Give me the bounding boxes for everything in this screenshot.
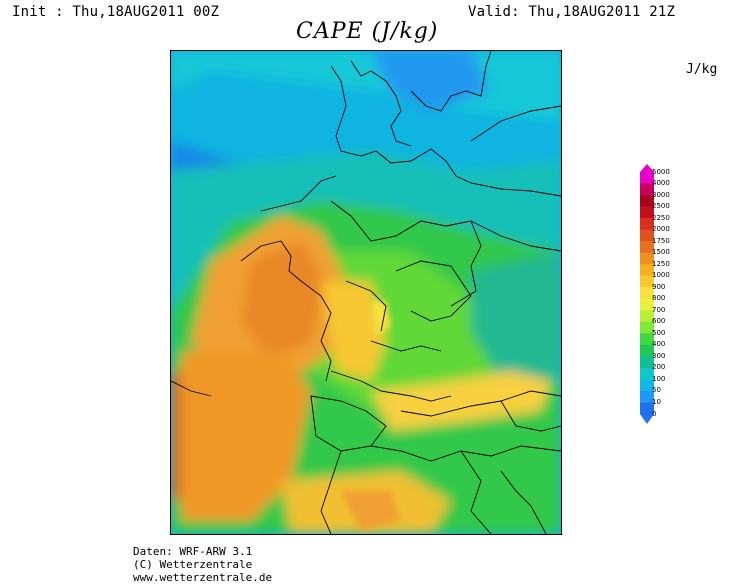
map-title: CAPE (J/kg) xyxy=(296,19,439,44)
credits-copyright: (C) Wetterzentrale xyxy=(133,558,253,571)
coast-adriatic xyxy=(500,470,547,534)
colorbar-segment xyxy=(640,379,654,392)
colorbar-segment xyxy=(640,287,654,300)
credits-data-source: Daten: WRF-ARW 3.1 xyxy=(133,545,253,558)
colorbar-tick-label: 300 xyxy=(652,351,666,360)
borders xyxy=(171,51,561,534)
cape-map xyxy=(170,50,562,535)
colorbar-segment xyxy=(640,218,654,230)
colorbar-segment xyxy=(640,402,654,415)
colorbar-tick-label: 700 xyxy=(652,305,666,314)
border-germany-east xyxy=(450,220,482,307)
colorbar-segment xyxy=(640,241,654,253)
border-poland xyxy=(470,220,561,252)
field-orange-southwest xyxy=(181,351,311,521)
colorbar-tick-label: 400 xyxy=(652,340,666,349)
coast-sweden xyxy=(410,51,492,112)
colorbar-tick-label: 2500 xyxy=(652,202,670,211)
colorbar-tick-label: 600 xyxy=(652,317,666,326)
colorbar-tick-label: 2000 xyxy=(652,225,670,234)
colorbar-segment xyxy=(640,195,654,207)
colorbar-tick-label: 1500 xyxy=(652,248,670,257)
colorbar-segment xyxy=(640,321,654,334)
coast-netherlands xyxy=(260,175,337,212)
colorbar-tick-label: 800 xyxy=(652,294,666,303)
colorbar-tick-label: 1750 xyxy=(652,236,670,245)
colorbar-bottom-cap xyxy=(640,414,654,424)
colorbar-top-cap xyxy=(640,164,654,172)
field-yellow-central xyxy=(321,281,386,381)
border-italy xyxy=(320,450,342,534)
colorbar-segment xyxy=(640,252,654,265)
border-switzerland xyxy=(310,395,387,452)
coast-north xyxy=(330,65,561,197)
border-germany-north xyxy=(330,200,472,242)
field-blue-northeast xyxy=(371,51,491,111)
credits-website: www.wetterzentrale.de xyxy=(133,571,273,584)
valid-time: Valid: Thu,18AUG2011 21Z xyxy=(468,4,676,20)
colorbar-segment xyxy=(640,172,654,184)
colorbar-tick-label: 1250 xyxy=(652,259,670,268)
field-orange-blob xyxy=(341,491,401,531)
border-austria xyxy=(400,390,561,417)
border-france-germany xyxy=(300,280,332,382)
colorbar-segment xyxy=(640,310,654,323)
colorbar-segment xyxy=(640,264,654,277)
border-germany-czech xyxy=(395,260,472,322)
colorbar-tick-label: 4000 xyxy=(652,179,670,188)
colorbar-tick-label: 2250 xyxy=(652,213,670,222)
colorbar-tick-label: 900 xyxy=(652,282,666,291)
colorbar-tick-label: 50 xyxy=(652,386,661,395)
colorbar-tick-label: 10 xyxy=(652,397,661,406)
colorbar-unit: J/kg xyxy=(686,62,718,77)
colorbar-tick-label: 200 xyxy=(652,363,666,372)
field-orange-core xyxy=(241,241,326,361)
colorbar-tick-label: 5000 xyxy=(652,167,670,176)
colorbar-segment xyxy=(640,275,654,288)
colorbar-tick-label: 500 xyxy=(652,328,666,337)
border-states-2 xyxy=(370,340,442,352)
colorbar-segment xyxy=(640,356,654,369)
colorbar-segment xyxy=(640,206,654,219)
credits: Daten: WRF-ARW 3.1 (C) Wetterzentrale ww… xyxy=(133,545,272,584)
colorbar-segment xyxy=(640,367,654,380)
coast-denmark xyxy=(350,60,412,147)
border-states-1 xyxy=(345,280,387,332)
colorbar-tick-label: 3000 xyxy=(652,190,670,199)
colorbar-segment xyxy=(640,229,654,242)
border-hungary xyxy=(500,400,561,432)
field-yellow-blob xyxy=(371,301,391,336)
field-east-teal xyxy=(471,251,561,381)
border-benelux xyxy=(240,240,302,282)
colorbar-tick-label: 100 xyxy=(652,374,666,383)
colorbar-tick-label: 0 xyxy=(652,409,657,418)
colorbar-segment xyxy=(640,344,654,357)
colorbar xyxy=(640,164,654,424)
border-slovenia xyxy=(460,450,492,534)
coast-baltic xyxy=(470,105,561,142)
init-time: Init : Thu,18AUG2011 00Z xyxy=(12,4,220,20)
field-yellow-band xyxy=(371,371,551,431)
colorbar-segment xyxy=(640,333,654,346)
colorbar-segment xyxy=(640,390,654,403)
colorbar-segment xyxy=(640,298,654,311)
border-germany-south xyxy=(330,370,452,402)
colorbar-segment xyxy=(640,183,654,196)
colorbar-tick-label: 1000 xyxy=(652,271,670,280)
coast-west-france xyxy=(171,380,212,397)
